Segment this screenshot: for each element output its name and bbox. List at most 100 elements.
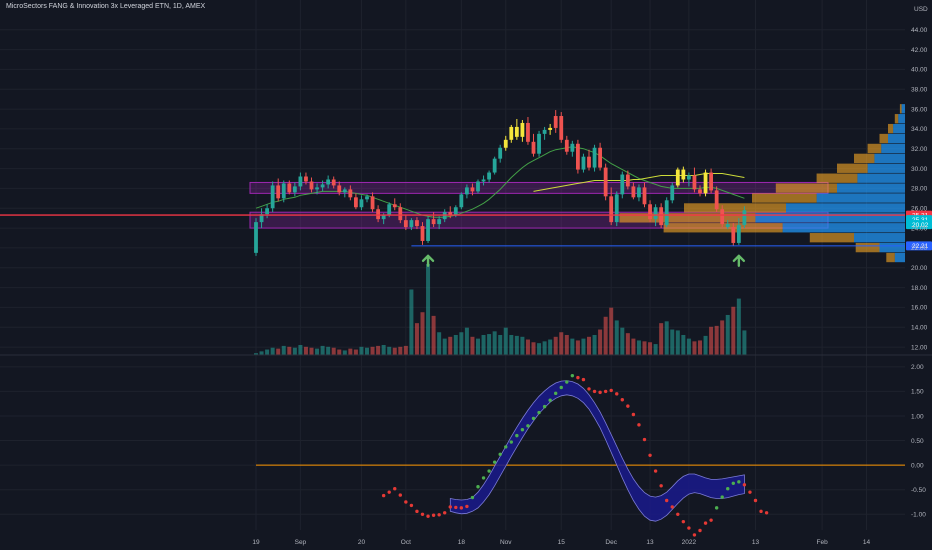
candle-body	[320, 184, 325, 188]
candlesticks	[254, 110, 747, 256]
candle-body	[681, 169, 686, 180]
volume-profile-down-bar	[663, 223, 783, 233]
time-tick-label: Sep	[295, 539, 307, 546]
oscillator-dot	[470, 495, 475, 500]
volume-profile-down-bar	[855, 242, 880, 253]
up-arrow	[421, 254, 435, 267]
candle-body	[465, 187, 469, 195]
candle-body	[653, 207, 658, 220]
volume-bar	[481, 334, 486, 355]
volume-bar	[742, 330, 747, 355]
candle-body	[570, 143, 575, 152]
time-axis[interactable]: 19 Sep 20 Oct 18 Nov 15 Dec 13 2022 13 Feb 14	[252, 539, 870, 546]
candle-body	[598, 147, 602, 168]
volume-profile-down-bar	[809, 233, 854, 243]
oscillator-dot	[692, 533, 697, 537]
oscillator-dot	[565, 380, 569, 384]
volume-bar	[259, 351, 264, 355]
volume-bar	[331, 347, 336, 355]
oscillator-dot	[515, 433, 519, 438]
volume-bar	[387, 346, 392, 355]
price-tick-label: 44.00	[911, 27, 928, 34]
oscillator-dot	[587, 387, 591, 391]
candle-body	[315, 187, 319, 190]
candle-body	[481, 179, 486, 182]
candle-body	[587, 156, 591, 168]
volume-profile-up-bar	[816, 193, 905, 203]
oscillator-dot	[720, 495, 724, 499]
volume-bar	[559, 332, 564, 355]
candle-body	[437, 219, 442, 225]
price-tick-label: 36.00	[911, 106, 928, 113]
candle-body	[692, 175, 697, 190]
oscillator-dot	[676, 512, 680, 516]
candle-body	[370, 196, 375, 210]
volume-bar	[315, 348, 320, 355]
time-tick-label: 19	[252, 539, 260, 546]
time-tick-label: Nov	[500, 539, 512, 546]
oscillator-dot	[598, 390, 602, 395]
volume-bar	[487, 334, 492, 355]
volume-profile-down-bar	[816, 173, 858, 183]
candle-body	[614, 194, 619, 223]
candle-body	[542, 129, 547, 134]
time-tick-label: 13	[646, 539, 654, 546]
oscillator-dot	[703, 521, 708, 525]
candle-body	[498, 147, 503, 159]
time-tick-label: Dec	[605, 539, 617, 546]
volume-bar	[376, 345, 381, 355]
candle-body	[736, 225, 741, 243]
oscillator-dot	[454, 505, 458, 510]
oscillator-dot	[631, 412, 636, 417]
volume-profile-down-bar	[867, 143, 882, 154]
volume-bar	[714, 325, 719, 355]
oscillator-dot	[559, 385, 563, 390]
oscillator-dot	[520, 428, 525, 432]
price-tick-label: 30.00	[911, 166, 928, 173]
volume-bar	[470, 336, 475, 355]
candle-body	[725, 224, 730, 228]
candle-body	[592, 147, 597, 168]
oscillator-dot	[504, 445, 508, 449]
oscillator-dot	[570, 373, 575, 378]
volume-bar	[392, 347, 397, 355]
oscillator-dot	[592, 389, 597, 394]
oscillator-dot	[415, 509, 419, 514]
candle-body	[431, 219, 436, 225]
candle-body	[448, 212, 453, 216]
candle-body	[603, 167, 608, 197]
volume-bar	[409, 289, 414, 355]
oscillator-axis[interactable]: 2.00 1.50 1.00 0.50 0.00 -0.50 -1.00	[911, 364, 926, 518]
candle-body	[459, 194, 464, 208]
volume-profile-down-bar	[879, 133, 888, 144]
volume-bar	[670, 329, 675, 355]
oscillator-dot	[731, 481, 735, 486]
volume-profile-up-bar	[894, 252, 905, 263]
volume-bar	[292, 347, 297, 355]
volume-bar	[531, 342, 536, 355]
candle-body	[381, 215, 386, 220]
volume-bar	[631, 338, 636, 355]
candle-body	[620, 174, 625, 195]
price-axis[interactable]: 44.00 42.00 40.00 38.00 36.00 34.00 32.00 30.00…	[911, 27, 928, 351]
volume-bar	[476, 338, 480, 355]
candle-body	[581, 156, 586, 170]
oscillator-dot	[509, 440, 513, 444]
volume-bar	[492, 331, 497, 355]
volume-bar	[725, 314, 730, 355]
oscillator-dot	[748, 490, 752, 494]
candle-body	[742, 210, 747, 226]
volume-profile-down-bar	[854, 153, 875, 164]
volume-bar	[675, 330, 680, 355]
oscillator-dot	[554, 391, 558, 396]
volume-bar	[270, 347, 275, 355]
candle-body	[403, 220, 408, 228]
volume-bar	[359, 346, 364, 355]
candle-body	[476, 181, 480, 192]
volume-bar	[598, 329, 603, 355]
volume-profile-up-bar	[837, 183, 905, 193]
volume-bar	[337, 349, 342, 355]
candle-body	[609, 196, 614, 223]
oscillator-tick-label: 2.00	[911, 364, 924, 371]
